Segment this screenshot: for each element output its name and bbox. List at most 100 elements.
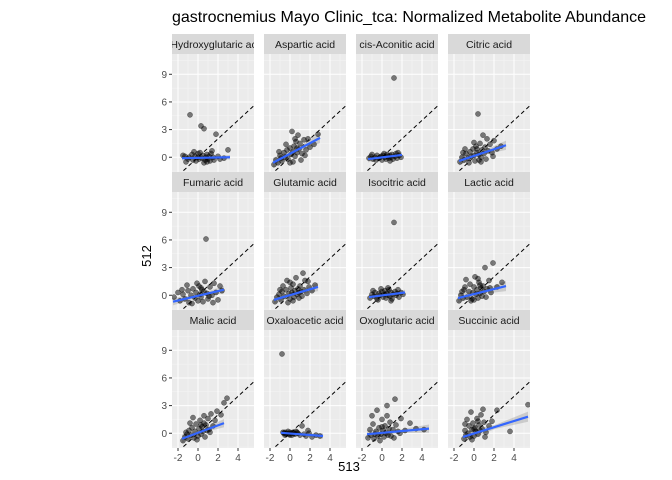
data-point: [374, 407, 380, 414]
data-point: [305, 278, 311, 285]
data-point: [280, 283, 286, 289]
data-point: [476, 157, 482, 163]
x-tick-label: 0: [195, 453, 201, 464]
data-point: [385, 285, 391, 291]
data-point: [480, 406, 486, 413]
data-point: [370, 287, 376, 294]
data-point: [298, 157, 304, 163]
data-point: [287, 159, 293, 166]
data-point: [299, 293, 305, 299]
data-point: [217, 283, 223, 289]
data-point: [279, 351, 285, 357]
chart-title: gastrocnemius Mayo Clinic_tca: Normalize…: [172, 9, 646, 26]
x-tick-label: 0: [287, 453, 293, 464]
data-point: [203, 422, 209, 428]
data-point: [185, 287, 191, 294]
data-point: [387, 419, 393, 425]
data-point: [369, 151, 375, 158]
facet-strip-label: 2-Hydroxyglutaric acid: [161, 39, 265, 51]
data-point: [391, 75, 397, 81]
data-point: [369, 412, 375, 419]
data-point: [491, 137, 497, 144]
data-point: [175, 289, 181, 296]
data-point: [471, 425, 477, 432]
data-point: [224, 395, 230, 402]
data-point: [391, 219, 397, 226]
data-point: [187, 112, 193, 118]
data-point: [209, 147, 215, 154]
facet-plot-area: [457, 380, 530, 448]
facet-strip: [448, 172, 530, 192]
panels-layer: 2-Hydroxyglutaric acid 0 3 6 9 Aspartic acid c…: [161, 34, 530, 464]
data-point: [205, 415, 211, 422]
facet-plot-area: [272, 242, 346, 310]
data-point: [303, 147, 309, 153]
data-point: [277, 286, 283, 293]
y-tick-label: 6: [161, 97, 167, 108]
facet-2-hydroxyglutaric-acid: 2-Hydroxyglutaric acid 0 3 6 9: [161, 34, 265, 172]
facet-plot-area: [365, 75, 438, 172]
data-point: [198, 422, 204, 428]
data-point: [305, 136, 311, 142]
data-point: [395, 286, 401, 293]
facet-strip: [172, 34, 254, 54]
regression-line: [457, 284, 507, 300]
data-point: [388, 297, 394, 304]
data-point: [287, 279, 293, 286]
data-point: [202, 434, 208, 440]
data-point: [276, 148, 282, 155]
data-point: [459, 288, 465, 295]
y-axis-title: 512: [139, 245, 154, 267]
data-point: [478, 412, 484, 418]
data-point: [300, 270, 306, 276]
data-point: [470, 420, 476, 426]
data-point: [215, 297, 221, 303]
x-tick-label: -2: [266, 453, 275, 464]
data-point: [462, 421, 468, 427]
data-point: [483, 156, 489, 162]
data-point: [214, 408, 220, 414]
x-tick-label: -2: [450, 453, 459, 464]
data-point: [462, 284, 468, 290]
data-point: [392, 396, 398, 402]
y-tick-label: 9: [161, 70, 167, 81]
data-point: [290, 297, 296, 304]
data-point: [499, 279, 505, 286]
data-point: [384, 402, 390, 409]
data-point: [179, 286, 185, 293]
regression-line: [172, 288, 225, 303]
x-tick-label: 2: [399, 453, 405, 464]
data-point: [393, 422, 399, 428]
data-point: [212, 417, 218, 424]
data-point: [295, 132, 301, 138]
data-point: [189, 300, 195, 307]
y-tick-label: 3: [161, 401, 167, 412]
y-tick-label: 3: [161, 125, 167, 136]
facet-strip-label: Aspartic acid: [275, 39, 335, 51]
facet-oxaloacetic-acid: Oxaloacetic acid -2 0 2 4: [264, 310, 346, 464]
facet-plot-area: [457, 104, 530, 172]
data-point: [189, 424, 195, 431]
data-point: [490, 260, 496, 266]
facet-strip: [264, 172, 346, 192]
data-point: [187, 420, 193, 426]
data-point: [302, 152, 308, 159]
y-tick-label: 3: [161, 263, 167, 274]
facet-strip: [356, 310, 438, 330]
regression-line: [462, 415, 529, 438]
data-point: [467, 281, 473, 287]
facet-strip-label: Fumaric acid: [183, 177, 243, 189]
data-point: [221, 400, 227, 406]
data-point: [482, 434, 488, 440]
facet-strip: [356, 172, 438, 192]
y-tick-label: 6: [161, 373, 167, 384]
data-point: [367, 426, 373, 433]
data-point: [285, 299, 291, 306]
facet-strip-label: Lactic acid: [464, 177, 514, 189]
data-point: [194, 280, 200, 287]
data-point: [315, 131, 321, 138]
x-tick-label: 4: [235, 453, 241, 464]
facet-strip-label: Oxoglutaric acid: [359, 315, 434, 327]
facet-plot-area: [273, 351, 346, 448]
